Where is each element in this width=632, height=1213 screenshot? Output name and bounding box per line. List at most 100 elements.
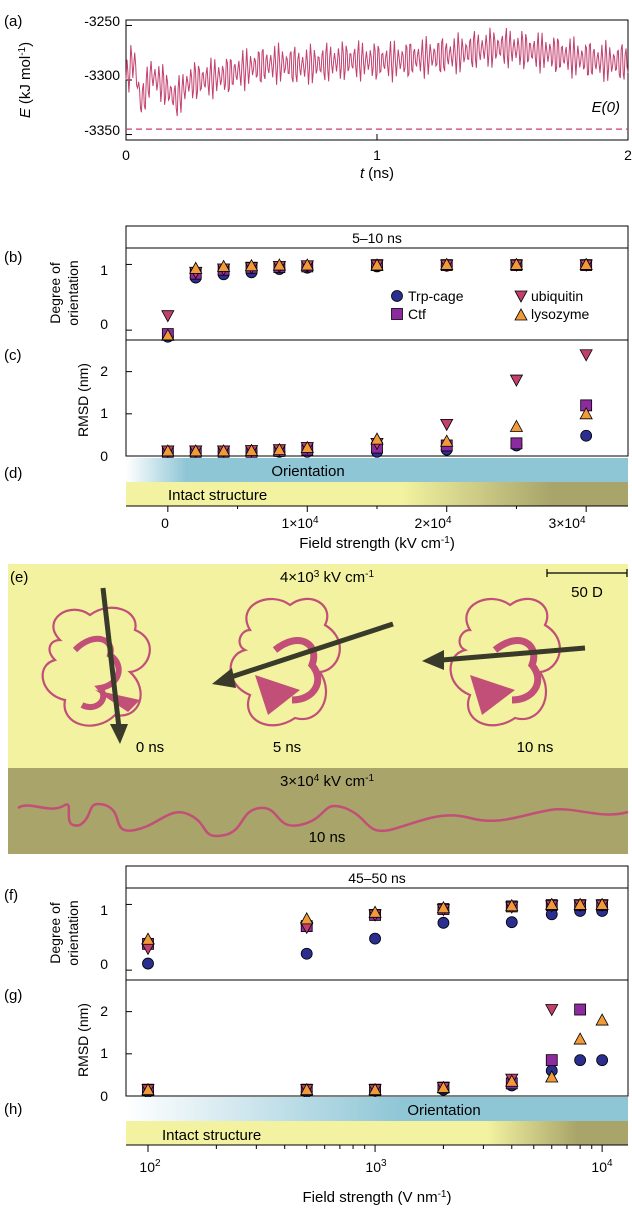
panel-f-ylabel-1: Degree of [47, 902, 63, 964]
panel-a-xtick-label: 0 [122, 147, 130, 163]
panel-c-ytick-label: 0 [100, 448, 108, 464]
marker-lysozyme [505, 1074, 519, 1087]
legend-marker-ubq [514, 290, 528, 303]
marker-lysozyme [300, 440, 314, 453]
marker-ubiquitin [509, 374, 524, 387]
marker-lysozyme [141, 932, 155, 945]
marker-lysozyme [216, 259, 231, 272]
panel-a-ylabel-close: ) [17, 42, 34, 47]
marker-trp-cage [505, 916, 518, 929]
marker-trp-cage [437, 916, 450, 929]
marker-lysozyme [300, 912, 314, 925]
marker-lysozyme [272, 258, 287, 271]
dipole-arrow-head [212, 668, 236, 688]
protein-ribbon [41, 606, 151, 727]
axis-bottom-tick-label: 102 [139, 1158, 161, 1175]
panel-d: (d) Orientation Intact structure 0 1×104… [4, 458, 628, 552]
panel-c-ylabel: RMSD (nm) [75, 363, 91, 437]
dipole-arrow-shaft [227, 621, 394, 681]
protein-structure-0ns: 0 ns [41, 587, 164, 756]
panel-b-ylabel-1: Degree of [47, 262, 63, 324]
axis-bottom-tick-text: 10 [591, 1159, 607, 1175]
marker-lysozyme [573, 1032, 587, 1045]
marker-lysozyme [300, 1082, 314, 1096]
time-label-10ns: 10 ns [517, 739, 554, 756]
marker-ubiquitin [579, 349, 593, 362]
panel-e-field-high-val: 3×10 [280, 773, 314, 790]
protein-helix [72, 635, 122, 710]
panel-a-ytick-label: -3250 [84, 13, 120, 29]
panel-f-plot [126, 897, 609, 971]
marker-lysozyme [272, 442, 287, 456]
axis-bottom-tick-text: 10 [365, 1159, 381, 1175]
panel-c-plot [126, 349, 593, 458]
panel-e-field-high-unit: kV cm [319, 773, 365, 790]
panel-g-ytick-label: 2 [100, 1003, 108, 1019]
legend-label-trp: Trp-cage [408, 288, 464, 304]
dipole-arrow-head [110, 724, 128, 744]
panel-e-field-low: 4×103 kV cm-1 [280, 569, 375, 586]
marker-lysozyme [595, 897, 609, 910]
marker-lysozyme [595, 1013, 609, 1026]
axis-top-tick-sup: 4 [580, 515, 586, 526]
axis-top-tick-text: 3×10 [548, 515, 580, 531]
axis-bottom-xlabel-sup: -1 [438, 1189, 447, 1200]
axis-top-xlabel-text: Field strength (kV cm [299, 535, 441, 552]
marker-ctf [510, 437, 523, 450]
marker-lysozyme [436, 1080, 451, 1093]
marker-trp-cage [574, 1054, 587, 1067]
panel-g-ytick-label: 0 [100, 1088, 108, 1104]
marker-lysozyme [509, 257, 524, 270]
axis-top-tick-text: 1×10 [281, 515, 313, 531]
panel-e-field-low-val: 4×10 [280, 569, 314, 586]
scale-bar-label: 50 D [571, 584, 603, 601]
panel-f-title: 45–50 ns [348, 870, 406, 886]
panel-a-ytick-label: -3350 [84, 122, 120, 138]
orientation-label-top: Orientation [271, 463, 344, 480]
protein-structure-5ns: 5 ns [212, 597, 394, 756]
axis-top-ticks [167, 506, 587, 512]
orientation-bar-bottom [126, 1097, 628, 1121]
panel-e-field-high-unit-exp: -1 [365, 773, 374, 784]
marker-lysozyme [509, 419, 524, 432]
axis-bottom-xlabel: Field strength (V nm-1) [303, 1189, 452, 1206]
marker-lysozyme [189, 261, 203, 274]
marker-trp-cage [369, 932, 381, 945]
marker-ubiquitin [440, 418, 454, 432]
axis-top-tick-sup: 4 [313, 515, 319, 526]
panel-a-ref-label: E(0) [592, 99, 620, 116]
axis-top-tick-label: 1×104 [281, 515, 319, 531]
panel-f-ytick-label: 0 [100, 956, 108, 972]
panel-a-xlabel-sym: t [360, 165, 365, 182]
orientation-label-bottom: Orientation [407, 1102, 480, 1119]
axis-bottom-tick-text: 10 [139, 1159, 155, 1175]
marker-lysozyme [573, 897, 587, 910]
legend-label-ctf: Ctf [408, 306, 426, 322]
legend-label-lys: lysozyme [531, 306, 590, 322]
panel-d-letter: (d) [4, 465, 22, 482]
marker-trp-cage [596, 1054, 609, 1067]
panel-a-xticks: 0 1 2 [122, 147, 632, 163]
axis-top-tick-sup: 4 [446, 515, 452, 526]
panel-a-letter: (a) [4, 13, 22, 30]
axis-top-tick-label: 2×104 [414, 515, 452, 531]
protein-sheet [255, 675, 300, 715]
marker-lysozyme [579, 406, 593, 420]
panel-c-ytick-label: 1 [100, 405, 108, 421]
panel-c: (c) RMSD (nm) 0 1 2 [4, 339, 629, 464]
panel-c-letter: (c) [4, 347, 22, 364]
panel-f-ylabel-2: orientation [65, 900, 81, 965]
marker-lysozyme [545, 897, 559, 910]
panel-a-xlabel-unit: (ns) [368, 165, 394, 182]
panel-b-ytick-label: 0 [100, 316, 108, 332]
panel-a-ylabel-sym: E [17, 107, 34, 118]
marker-lysozyme [244, 258, 259, 272]
marker-lysozyme [244, 443, 259, 456]
time-label-10ns-high: 10 ns [309, 829, 346, 846]
panel-e-field-high-exp: 4 [314, 773, 320, 784]
panel-b-ylabel-2: orientation [65, 260, 81, 325]
legend-marker-lys [514, 308, 528, 321]
panel-a-xtick-label: 2 [624, 147, 632, 163]
marker-lysozyme [216, 444, 231, 457]
